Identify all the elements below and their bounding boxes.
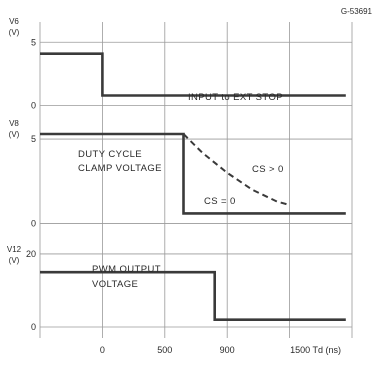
y-tick-label: 0 [31, 219, 36, 229]
x-tick-label: 500 [157, 345, 172, 355]
y-axis-label: V6 [9, 17, 19, 26]
x-tick-label: 1500 Td (ns) [290, 345, 341, 355]
panel-0: 5 0 V6 (V) INPUT to EXT STOP [9, 17, 352, 111]
panel-2: 20 0 V12 (V) PWM OUTPUT VOLTAGE [7, 245, 352, 332]
y-axis-label: (V) [9, 256, 20, 265]
chart-grid [39, 22, 353, 338]
panel-annotation: INPUT to EXT STOP [188, 92, 283, 103]
series-line [40, 270, 346, 321]
series-line [182, 133, 290, 206]
panel-annotation: DUTY CYCLE [78, 149, 142, 160]
y-axis-label: V8 [9, 119, 19, 128]
panel-annotation: PWM OUTPUT [92, 264, 161, 275]
series-line [40, 52, 346, 97]
y-tick-label: 0 [31, 322, 36, 332]
panel-1: 5 0 V8 (V) CS = 0 CS > 0 DUTY CYCLE CLAMP VOLTA… [9, 119, 352, 229]
y-tick-label: 5 [31, 37, 36, 47]
x-tick-label: 0 [100, 345, 105, 355]
y-axis-label: V12 [7, 245, 22, 254]
y-axis-label: (V) [9, 28, 20, 37]
y-axis-label: (V) [9, 130, 20, 139]
y-tick-label: 5 [31, 134, 36, 144]
panel-annotation: VOLTAGE [92, 279, 138, 290]
series-label: CS = 0 [204, 196, 236, 207]
panel-annotation: CLAMP VOLTAGE [78, 163, 162, 174]
figure-ref: G-53691 [341, 7, 373, 16]
y-tick-label: 0 [31, 101, 36, 111]
y-tick-label: 20 [26, 249, 36, 259]
x-tick-label: 900 [220, 345, 235, 355]
series-line [40, 132, 346, 215]
chart-panels: 5 0 V6 (V) INPUT to EXT STOP 5 0 V8 (V) CS = 0 CS … [7, 17, 352, 332]
series-label: CS > 0 [252, 164, 284, 175]
x-axis-ticks: 0 500 900 1500 Td (ns) [100, 345, 341, 355]
